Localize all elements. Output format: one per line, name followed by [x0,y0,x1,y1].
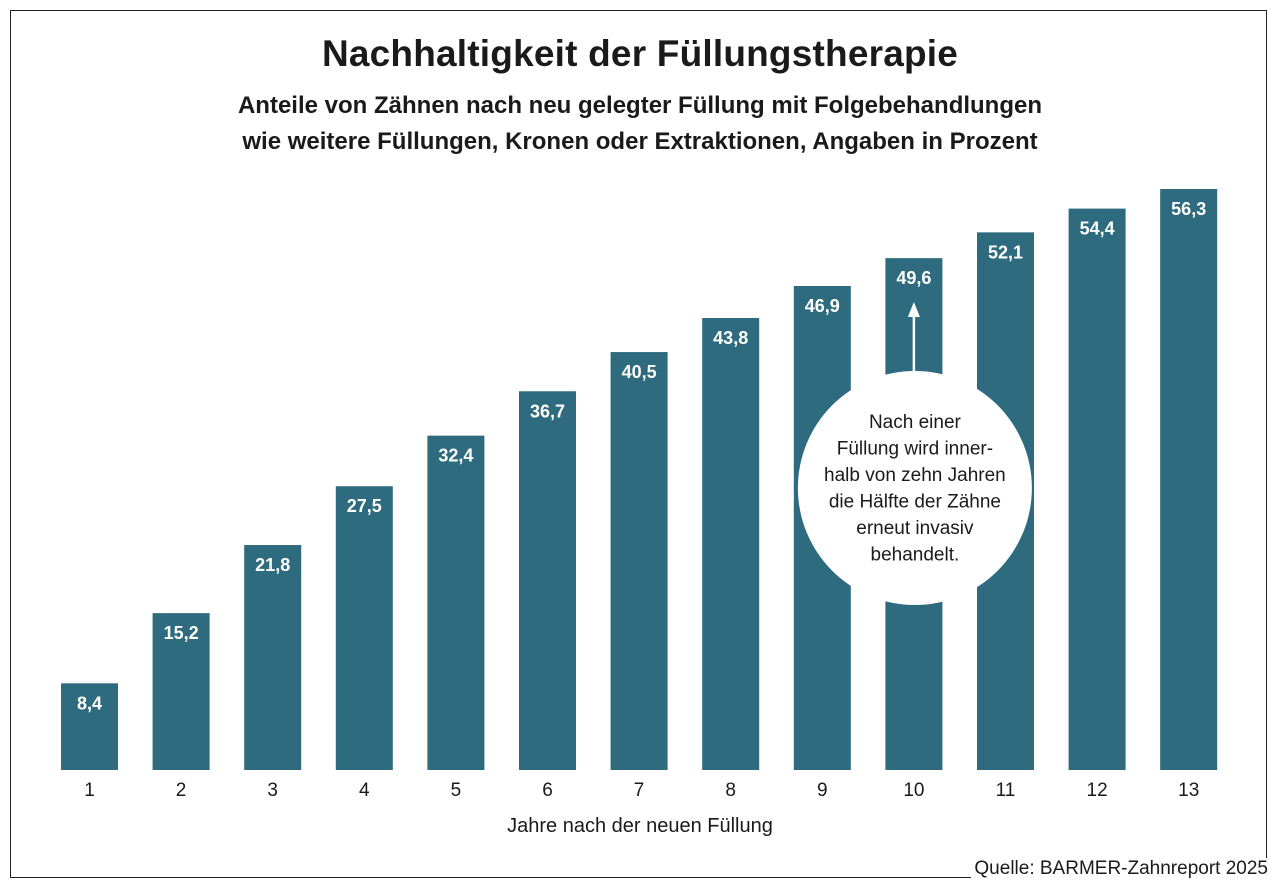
annotation-text-line: behandelt. [871,544,960,565]
x-tick-label: 13 [1178,780,1199,801]
annotation-text-line: Nach einer [869,412,962,433]
annotation-text-line: die Hälfte der Zähne [829,491,1001,512]
bar [1068,208,1126,771]
annotation-arrow-head [907,302,920,317]
annotation-bubble [797,371,1032,605]
x-tick-label: 12 [1087,780,1108,801]
x-tick-label: 1 [84,780,95,801]
x-tick-label: 4 [359,780,370,801]
bar [519,391,576,770]
x-axis-title: Jahre nach der neuen Füllung [507,815,773,837]
x-tick-label: 8 [725,780,736,801]
x-tick-label: 3 [267,780,278,801]
x-tick-label: 2 [176,780,187,801]
chart-subtitle-line-2: wie weitere Füllungen, Kronen oder Extra… [242,128,1038,155]
chart-subtitle-line-1: Anteile von Zähnen nach neu gelegter Fül… [237,92,1043,119]
bar-value-label: 52,1 [988,242,1023,262]
bar [335,486,393,770]
bar-value-label: 36,7 [530,401,565,421]
bar [702,317,760,770]
bar-value-label: 27,5 [347,496,382,516]
bar-value-label: 32,4 [438,446,473,466]
bar-value-label: 40,5 [622,362,657,382]
bar [1160,189,1218,770]
bar-value-label: 56,3 [1171,199,1206,219]
bar [427,435,485,770]
bar-value-label: 15,2 [164,623,199,643]
bar-value-label: 21,8 [255,555,290,575]
chart-title: Nachhaltigkeit der Füllungstherapie [321,33,959,74]
x-tick-label: 11 [996,780,1016,801]
x-tick-label: 6 [542,780,553,801]
annotation-text-line: Füllung wird inner- [837,438,993,459]
bar [61,683,118,770]
bar-value-label: 49,6 [896,268,931,288]
bar [610,352,668,770]
bar-value-label: 8,4 [77,693,102,713]
x-tick-label: 10 [903,780,924,801]
bar-value-label: 54,4 [1080,219,1115,239]
bar [152,613,210,770]
x-tick-label: 9 [817,780,828,801]
annotation-text-line: erneut invasiv [856,518,974,539]
source-note: Quelle: BARMER-Zahnreport 2025 [971,858,1268,880]
x-tick-label: 7 [634,780,645,801]
x-tick-label: 5 [451,780,462,801]
bar-value-label: 43,8 [713,328,748,348]
bar [244,545,302,770]
bar-value-label: 46,9 [805,296,840,316]
annotation-text-line: halb von zehn Jahren [824,465,1006,486]
